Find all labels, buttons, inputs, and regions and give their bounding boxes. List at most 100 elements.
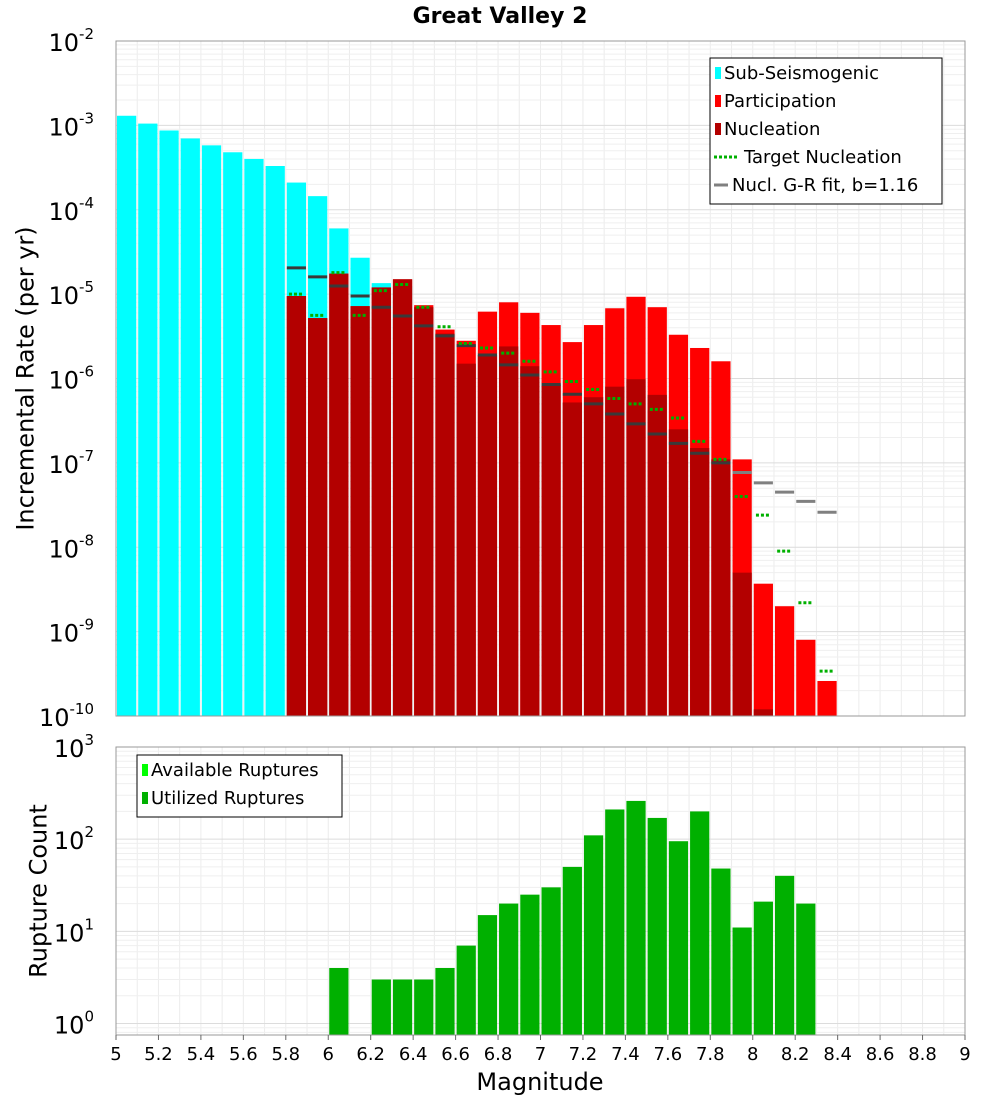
sub-seismogenic-bar — [180, 138, 200, 717]
nucleation-bar — [499, 346, 519, 716]
top-y-tick-label: 10-10 — [39, 700, 94, 732]
x-tick-label: 7.6 — [654, 1044, 683, 1065]
top-panel-frame — [115, 40, 966, 717]
participation-bar — [774, 606, 795, 716]
bottom-legend-box — [136, 754, 343, 818]
legends: Sub-Seismogenic Participation Nucleation Ta… — [136, 57, 943, 818]
utilized-ruptures-bar — [541, 887, 561, 1035]
sub-seismogenic-bar — [223, 152, 243, 716]
legend-label: Utilized Ruptures — [151, 788, 304, 809]
utilized-ruptures-bar — [456, 945, 476, 1035]
x-tick-label: 5.4 — [187, 1044, 216, 1065]
bottom-panel-bars — [329, 800, 816, 1035]
nucleation-bar — [329, 273, 349, 716]
x-tick-label: 8 — [747, 1044, 758, 1065]
legend-swatch — [715, 123, 721, 135]
x-tick-label: 6.2 — [356, 1044, 385, 1065]
utilized-ruptures-bar — [711, 868, 731, 1035]
x-tick-label: 8.8 — [908, 1044, 937, 1065]
x-tick-label: 9 — [959, 1044, 970, 1065]
participation-bar — [817, 680, 837, 716]
bottom-y-tick-label: 103 — [54, 731, 94, 763]
top-y-axis-label: Incremental Rate (per yr) — [11, 226, 39, 530]
nucleation-bar — [392, 279, 413, 716]
top-y-tick-label: 10-3 — [48, 109, 94, 141]
legend-label: Nucleation — [724, 119, 820, 140]
utilized-ruptures-bar — [520, 894, 540, 1035]
legend-label: Participation — [724, 91, 836, 112]
nucleation-bar — [711, 459, 731, 716]
sub-seismogenic-bar — [201, 145, 222, 717]
x-tick-label: 5.2 — [144, 1044, 173, 1065]
nucleation-bar — [690, 448, 710, 716]
utilized-ruptures-bar — [392, 979, 413, 1035]
nucleation-bar — [605, 386, 625, 716]
bottom-y-axis-label: Rupture Count — [24, 804, 52, 978]
x-tick-label: 6.6 — [441, 1044, 470, 1065]
utilized-ruptures-bar — [329, 967, 349, 1035]
legend-swatch — [715, 95, 721, 107]
sub-seismogenic-bar — [159, 130, 179, 717]
utilized-ruptures-bar — [774, 875, 795, 1035]
utilized-ruptures-bar — [477, 915, 498, 1035]
x-tick-label: 6.8 — [484, 1044, 513, 1065]
utilized-ruptures-bar — [626, 800, 646, 1035]
x-tick-label: 7.8 — [696, 1044, 725, 1065]
top-y-tick-label: 10-6 — [48, 363, 94, 395]
top-y-tick-label: 10-5 — [48, 278, 94, 310]
sub-seismogenic-bar — [244, 158, 264, 717]
sub-seismogenic-bar — [265, 166, 285, 717]
nucleation-bar — [626, 379, 646, 716]
top-y-tick-label: 10-8 — [48, 531, 94, 563]
top-y-tick-label: 10-7 — [48, 447, 94, 479]
participation-bar — [753, 583, 773, 716]
x-tick-label: 8.2 — [781, 1044, 810, 1065]
nucleation-bar — [732, 572, 752, 716]
x-tick-label: 6 — [323, 1044, 334, 1065]
utilized-ruptures-bar — [647, 817, 667, 1035]
legend-label: Target Nucleation — [743, 147, 902, 168]
x-tick-label: 5.6 — [229, 1044, 258, 1065]
utilized-ruptures-bar — [753, 901, 773, 1035]
legend-swatch — [715, 67, 721, 79]
x-tick-label: 7 — [535, 1044, 546, 1065]
axes-text: 10-10 10-9 10-8 10-7 10-6 10-5 10-4 10-3 10-2 100… — [39, 25, 971, 1065]
nucleation-bar — [435, 333, 455, 716]
nucleation-bar — [477, 354, 498, 716]
bottom-y-tick-label: 101 — [54, 915, 94, 947]
nucleation-bar — [308, 318, 328, 716]
utilized-ruptures-bar — [583, 835, 604, 1035]
top-y-tick-label: 10-2 — [48, 25, 94, 57]
nucleation-bar — [520, 366, 540, 716]
nucleation-bar — [647, 394, 667, 716]
nucleation-bar — [371, 287, 391, 716]
top-y-tick-label: 10-4 — [48, 194, 94, 226]
chart-title: Great Valley 2 — [413, 4, 588, 29]
top-legend-box — [709, 57, 943, 205]
legend-label: Nucl. G-R fit, b=1.16 — [732, 175, 918, 196]
nucleation-bar — [541, 384, 561, 716]
utilized-ruptures-bar — [414, 979, 434, 1035]
utilized-ruptures-bar — [796, 903, 816, 1035]
bottom-y-tick-label: 100 — [54, 1007, 94, 1039]
x-axis-label: Magnitude — [476, 1068, 603, 1096]
sub-seismogenic-bar — [138, 123, 158, 716]
utilized-ruptures-bar — [690, 811, 710, 1035]
x-tick-label: 8.4 — [823, 1044, 852, 1065]
x-tick-label: 6.4 — [399, 1044, 428, 1065]
top-panel-bars — [117, 115, 837, 717]
nucleation-bar — [668, 429, 689, 716]
nucleation-bar — [350, 306, 370, 716]
nucleation-bar — [414, 307, 434, 716]
sub-seismogenic-bar — [117, 115, 137, 716]
utilized-ruptures-bar — [668, 841, 689, 1035]
nucleation-bar — [562, 402, 582, 716]
nucleation-bar — [456, 363, 476, 716]
nucleation-bar — [583, 397, 604, 716]
utilized-ruptures-bar — [435, 967, 455, 1035]
legend-swatch — [142, 764, 148, 776]
nucleation-bar — [753, 709, 773, 716]
bottom-y-tick-label: 102 — [54, 823, 94, 855]
